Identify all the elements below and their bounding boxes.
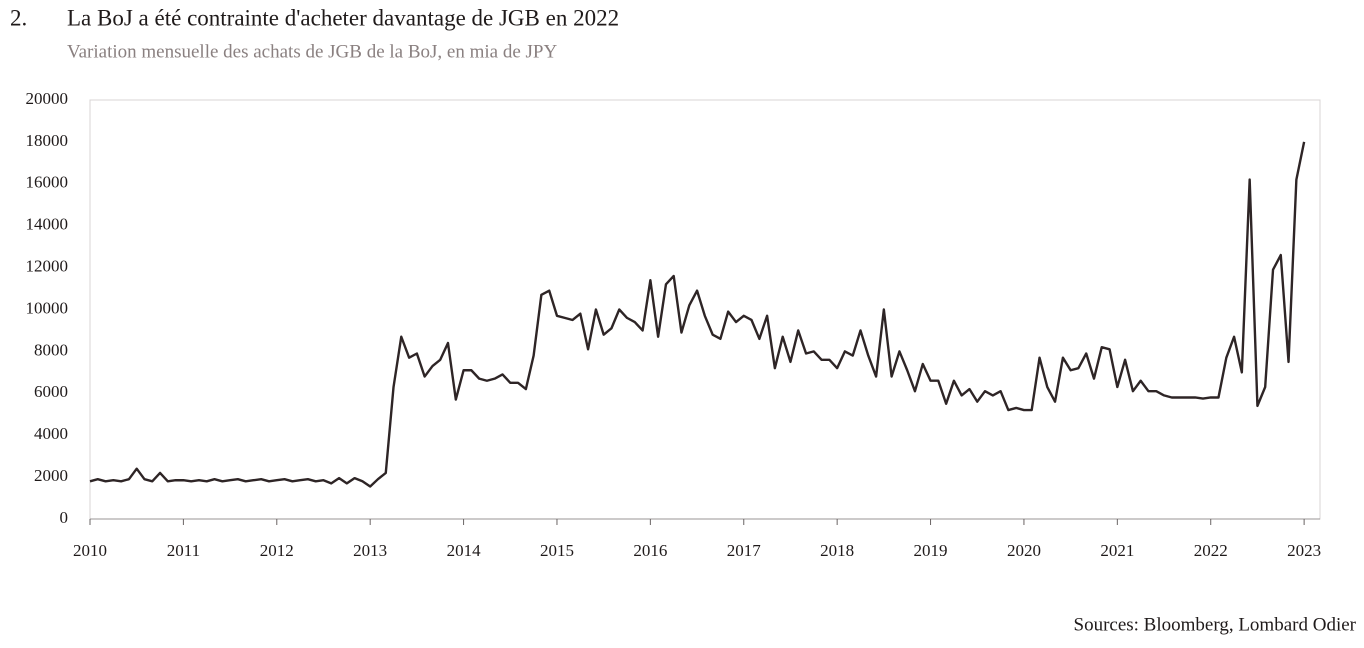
x-tick-label: 2013 (353, 541, 387, 560)
y-tick-label: 2000 (34, 466, 68, 485)
x-tick-label: 2015 (540, 541, 574, 560)
x-tick-label: 2021 (1100, 541, 1134, 560)
y-tick-label: 12000 (26, 257, 69, 276)
chart-subtitle: Variation mensuelle des achats de JGB de… (67, 41, 557, 62)
y-tick-label: 20000 (26, 89, 69, 108)
chart-title: La BoJ a été contrainte d'acheter davant… (67, 5, 619, 30)
y-tick-label: 16000 (26, 173, 69, 192)
y-tick-label: 8000 (34, 340, 68, 359)
x-tick-label: 2016 (633, 541, 667, 560)
y-tick-label: 6000 (34, 382, 68, 401)
chart-number: 2. (10, 5, 27, 30)
x-tick-label: 2022 (1194, 541, 1228, 560)
y-tick-label: 10000 (26, 298, 69, 317)
x-tick-label: 2011 (167, 541, 200, 560)
y-tick-label: 18000 (26, 131, 69, 150)
y-tick-label: 4000 (34, 424, 68, 443)
x-tick-label: 2020 (1007, 541, 1041, 560)
y-tick-label: 14000 (26, 215, 69, 234)
x-tick-label: 2018 (820, 541, 854, 560)
plot-frame (89, 99, 1321, 520)
x-tick-label: 2017 (727, 541, 762, 560)
x-tick-label: 2010 (73, 541, 107, 560)
x-tick-label: 2019 (914, 541, 948, 560)
chart-source: Sources: Bloomberg, Lombard Odier (1074, 614, 1357, 635)
y-tick-label: 0 (60, 508, 69, 527)
data-line (89, 141, 1306, 488)
x-tick-label: 2014 (447, 541, 482, 560)
x-tick-label: 2012 (260, 541, 294, 560)
x-tick-label: 2023 (1287, 541, 1321, 560)
